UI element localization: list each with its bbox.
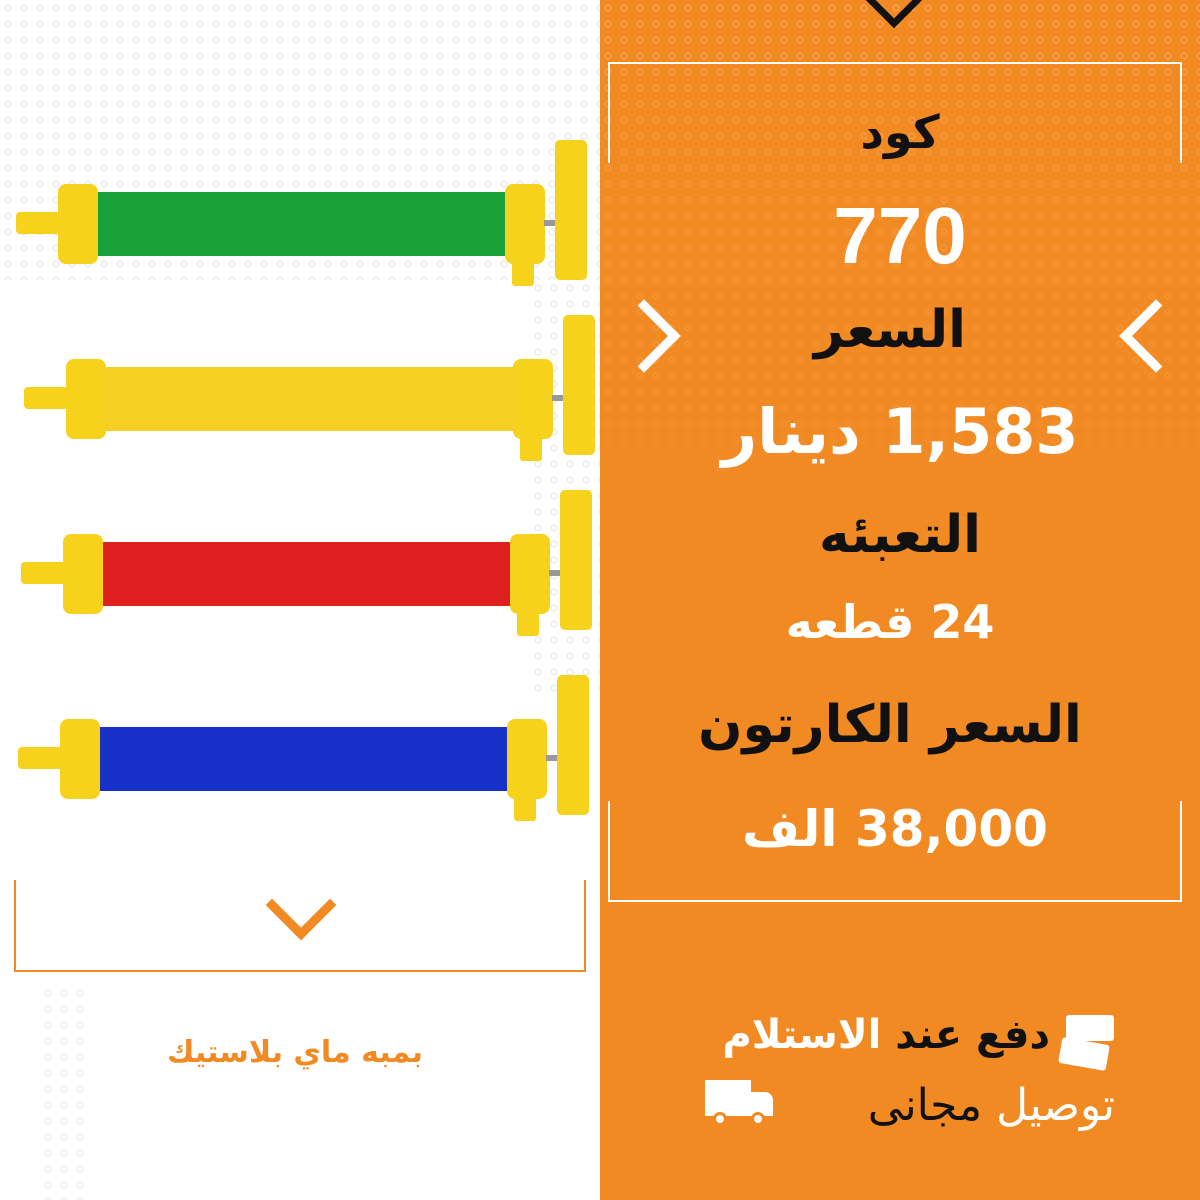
pump-yellow-image: [8, 315, 598, 461]
dot-pattern: [40, 985, 88, 1200]
pump-blue-image: [2, 675, 592, 821]
carton-price-label: السعر الكارتون: [698, 695, 1082, 755]
packing-value: 24 قطعه: [785, 595, 995, 649]
product-name: بمبه ماي بلاستيك: [166, 1035, 423, 1070]
cod-light: الاستلام: [722, 1012, 882, 1058]
frame-bracket: [14, 880, 586, 972]
chevron-up-icon: [867, 931, 926, 990]
code-label: كود: [860, 105, 940, 159]
packing-label: التعبئه: [819, 505, 981, 565]
price-value: 1,583 دينار: [721, 395, 1079, 468]
delivery-light: توصيل: [996, 1080, 1115, 1131]
info-panel: كود 770 السعر 1,583 دينار التعبئه 24 قطع…: [600, 0, 1200, 1200]
cod-dark: دفع عند: [895, 1012, 1050, 1058]
delivery-truck-icon: [695, 1080, 775, 1130]
info-frame: [608, 62, 1182, 902]
price-label: السعر: [814, 300, 966, 360]
dot-pattern: [600, 0, 1200, 620]
carton-price-value: 38,000 الف: [742, 800, 1048, 858]
pump-green-image: [0, 140, 590, 286]
delivery-dark: مجانى: [867, 1080, 983, 1131]
code-value: 770: [833, 191, 967, 280]
free-delivery-text: توصيل مجانى: [868, 1080, 1115, 1131]
cash-on-delivery-text: دفع عند الاستلام: [722, 1012, 1050, 1058]
product-panel: بمبه ماي بلاستيك: [0, 0, 600, 1200]
money-icon: [1058, 1015, 1114, 1071]
pump-red-image: [5, 490, 595, 636]
